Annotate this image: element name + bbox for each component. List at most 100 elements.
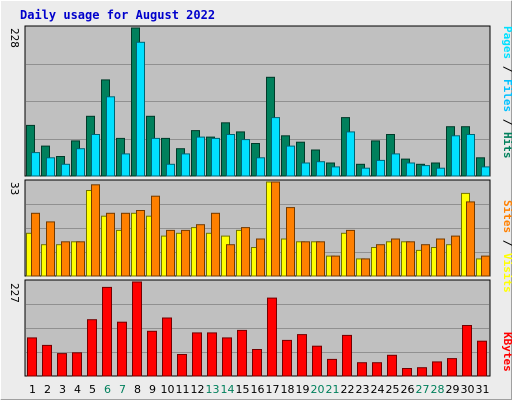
legend-sep-2: / bbox=[501, 112, 512, 132]
bar-sites-day-18 bbox=[286, 207, 295, 277]
x-tick-label-day-3: 3 bbox=[59, 383, 66, 396]
ymax-label-bottom: 227 bbox=[8, 283, 21, 303]
bar-kbytes-day-15 bbox=[237, 329, 247, 377]
bar-hits-day-1 bbox=[26, 124, 35, 177]
x-tick-label-day-9: 9 bbox=[149, 383, 156, 396]
x-tick-label-day-28: 28 bbox=[431, 383, 445, 396]
bar-pages-day-10 bbox=[166, 163, 175, 177]
x-tick-label-day-17: 17 bbox=[266, 383, 280, 396]
bar-sites-day-7 bbox=[121, 212, 130, 277]
bar-pages-day-19 bbox=[301, 162, 310, 177]
bar-kbytes-day-8 bbox=[132, 281, 142, 377]
bar-kbytes-day-11 bbox=[177, 354, 187, 377]
legend-middle: Sites / Visits bbox=[501, 200, 512, 293]
bar-pages-day-15 bbox=[241, 139, 250, 177]
bar-kbytes-day-7 bbox=[117, 321, 127, 377]
bar-sites-day-11 bbox=[181, 229, 190, 277]
legend-hits: Hits bbox=[501, 132, 512, 159]
x-tick-label-day-25: 25 bbox=[386, 383, 400, 396]
bar-pages-day-31 bbox=[481, 166, 490, 177]
legend-middle-text: Sites / Visits bbox=[501, 200, 512, 293]
bar-kbytes-day-24 bbox=[372, 362, 382, 377]
chart-title: Daily usage for August 2022 bbox=[20, 8, 215, 22]
bar-kbytes-day-12 bbox=[192, 332, 202, 377]
x-tick-label-day-8: 8 bbox=[134, 383, 141, 396]
x-tick-label-day-23: 23 bbox=[356, 383, 370, 396]
bar-kbytes-day-18 bbox=[282, 339, 292, 377]
bar-sites-day-12 bbox=[196, 224, 205, 277]
bar-kbytes-day-13 bbox=[207, 332, 217, 377]
x-tick-label-day-31: 31 bbox=[476, 383, 490, 396]
bar-pages-day-7 bbox=[121, 153, 130, 177]
bar-kbytes-day-17 bbox=[267, 297, 277, 377]
bar-kbytes-day-30 bbox=[462, 325, 472, 377]
bar-pages-day-27 bbox=[421, 165, 430, 177]
bar-pages-day-25 bbox=[391, 153, 400, 177]
bar-kbytes-day-14 bbox=[222, 337, 232, 377]
legend-bottom: KBytes bbox=[501, 332, 512, 372]
bar-kbytes-day-2 bbox=[42, 344, 52, 377]
x-tick-label-day-4: 4 bbox=[74, 383, 81, 396]
bar-pages-day-8 bbox=[136, 41, 145, 177]
bar-sites-day-15 bbox=[241, 227, 250, 277]
bar-pages-day-9 bbox=[151, 137, 160, 177]
bar-sites-day-4 bbox=[76, 241, 85, 277]
bar-sites-day-22 bbox=[346, 229, 355, 277]
bar-kbytes-day-23 bbox=[357, 362, 367, 377]
x-tick-label-day-21: 21 bbox=[326, 383, 340, 396]
x-tick-label-day-5: 5 bbox=[89, 383, 96, 396]
bar-pages-day-29 bbox=[451, 135, 460, 177]
x-tick-label-day-7: 7 bbox=[119, 383, 126, 396]
bar-kbytes-day-22 bbox=[342, 334, 352, 377]
bar-kbytes-day-10 bbox=[162, 317, 172, 377]
bar-pages-day-28 bbox=[436, 167, 445, 177]
bar-sites-day-9 bbox=[151, 195, 160, 277]
bar-sites-day-23 bbox=[361, 258, 370, 277]
x-tick-label-day-6: 6 bbox=[104, 383, 111, 396]
bar-sites-day-31 bbox=[481, 255, 490, 277]
bar-kbytes-day-4 bbox=[72, 352, 82, 377]
bar-sites-day-8 bbox=[136, 210, 145, 277]
x-tick-label-day-29: 29 bbox=[446, 383, 460, 396]
bar-kbytes-day-25 bbox=[387, 354, 397, 377]
bar-pages-day-2 bbox=[46, 157, 55, 177]
bar-sites-day-28 bbox=[436, 238, 445, 277]
bar-sites-day-25 bbox=[391, 238, 400, 277]
legend-top: Pages / Files / Hits bbox=[501, 26, 512, 159]
bar-kbytes-day-5 bbox=[87, 319, 97, 377]
x-tick-label-day-2: 2 bbox=[44, 383, 51, 396]
bar-pages-day-5 bbox=[91, 134, 100, 177]
legend-kbytes: KBytes bbox=[501, 332, 512, 372]
bar-sites-day-30 bbox=[466, 201, 475, 277]
bar-sites-day-26 bbox=[406, 241, 415, 277]
x-tick-label-day-16: 16 bbox=[251, 383, 265, 396]
bar-pages-day-11 bbox=[181, 153, 190, 177]
bar-kbytes-day-3 bbox=[57, 353, 67, 377]
ymax-label-middle: 33 bbox=[8, 182, 21, 195]
x-axis-labels: 1 2 3 4 5 6 7 8 9 10 11 12 13 14 15 16 17 18 19 20 21 22 23 24 2… bbox=[29, 383, 490, 396]
x-tick-label-day-24: 24 bbox=[371, 383, 385, 396]
legend-sites: Sites bbox=[501, 200, 512, 233]
bar-kbytes-day-16 bbox=[252, 349, 262, 377]
x-tick-label-day-18: 18 bbox=[281, 383, 295, 396]
bar-kbytes-day-21 bbox=[327, 358, 337, 377]
bar-hits-day-10 bbox=[161, 137, 170, 177]
bar-sites-day-13 bbox=[211, 212, 220, 277]
bar-sites-day-6 bbox=[106, 212, 115, 277]
bar-pages-day-23 bbox=[361, 167, 370, 177]
bar-pages-day-13 bbox=[211, 137, 220, 177]
bar-kbytes-day-6 bbox=[102, 286, 112, 377]
bar-kbytes-day-20 bbox=[312, 345, 322, 377]
bar-pages-day-21 bbox=[331, 166, 340, 177]
bar-sites-day-17 bbox=[271, 181, 280, 277]
bar-pages-day-6 bbox=[106, 96, 115, 177]
x-tick-label-day-15: 15 bbox=[236, 383, 250, 396]
bar-pages-day-16 bbox=[256, 157, 265, 177]
bar-sites-day-20 bbox=[316, 241, 325, 277]
bar-sites-day-16 bbox=[256, 238, 265, 277]
chart-panels bbox=[24, 25, 491, 377]
x-tick-label-day-11: 11 bbox=[176, 383, 190, 396]
bar-sites-day-2 bbox=[46, 221, 55, 277]
legend-visits: Visits bbox=[501, 253, 512, 293]
